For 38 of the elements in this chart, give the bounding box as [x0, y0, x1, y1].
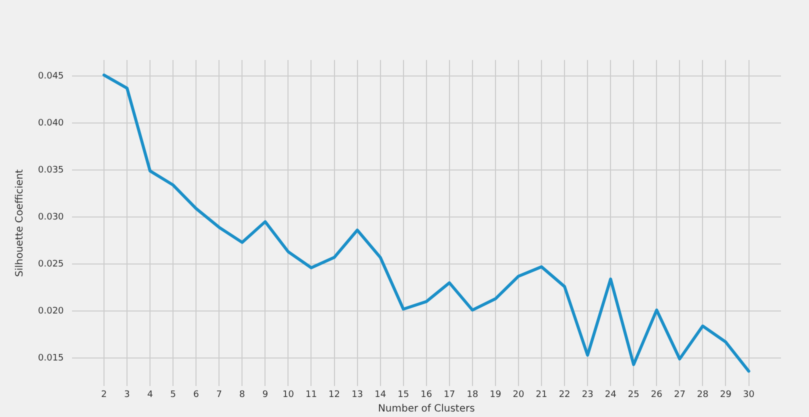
x-tick-label: 28: [696, 390, 709, 400]
x-tick-label: 9: [262, 390, 268, 400]
y-tick-label: 0.020: [38, 306, 64, 316]
y-tick-label: 0.015: [38, 353, 64, 364]
y-tick-label: 0.040: [38, 118, 64, 128]
x-tick-label: 3: [124, 390, 130, 400]
x-tick-label: 4: [147, 390, 154, 400]
x-tick-label: 24: [604, 390, 617, 400]
x-tick-label: 13: [352, 390, 364, 400]
x-tick-label: 12: [328, 390, 340, 400]
x-tick-label: 8: [239, 390, 246, 400]
x-tick-label: 6: [193, 390, 200, 400]
x-tick-label: 17: [444, 390, 456, 400]
x-tick-label: 11: [306, 390, 317, 400]
x-tick-label: 21: [536, 390, 548, 400]
x-tick-label: 23: [582, 390, 594, 400]
y-tick-label: 0.025: [38, 259, 64, 270]
y-tick-label: 0.035: [38, 165, 64, 176]
x-tick-label: 16: [420, 390, 432, 400]
x-axis-title: Number of Clusters: [378, 404, 475, 415]
x-tick-label: 27: [674, 390, 686, 400]
x-tick-label: 2: [101, 390, 107, 400]
x-tick-label: 7: [216, 390, 222, 400]
x-tick-label: 14: [374, 390, 386, 400]
x-tick-label: 10: [282, 390, 294, 400]
x-tick-label: 19: [490, 390, 502, 400]
x-tick-label: 20: [512, 390, 524, 400]
y-axis-title: Silhouette Coefficient: [14, 169, 26, 277]
x-tick-label: 22: [558, 390, 570, 400]
x-tick-label: 26: [650, 390, 663, 400]
x-tick-label: 25: [628, 390, 640, 400]
y-tick-label: 0.045: [38, 71, 64, 82]
x-tick-label: 30: [743, 390, 755, 400]
x-tick-label: 15: [398, 390, 410, 400]
y-tick-label: 0.030: [38, 212, 64, 222]
x-tick-label: 18: [466, 390, 478, 400]
x-tick-label: 5: [170, 390, 176, 400]
x-tick-label: 29: [720, 390, 732, 400]
